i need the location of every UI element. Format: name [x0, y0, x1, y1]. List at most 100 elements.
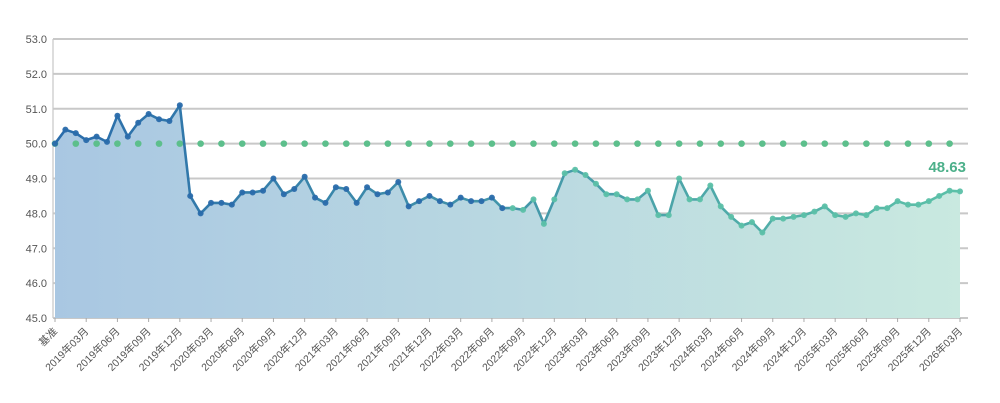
data-point [925, 198, 932, 205]
y-tick-label: 52.0 [26, 69, 47, 81]
baseline-point [342, 140, 350, 147]
data-point [509, 205, 516, 212]
baseline-point [467, 140, 475, 147]
baseline-point [405, 140, 412, 147]
data-point [104, 138, 111, 145]
baseline-point [197, 140, 204, 147]
data-point [249, 189, 256, 196]
baseline-point [238, 140, 246, 147]
data-point [790, 213, 797, 220]
data-point [624, 196, 631, 203]
data-point [52, 140, 58, 147]
baseline-point [925, 140, 933, 147]
data-point [551, 196, 558, 203]
data-point [416, 198, 423, 205]
data-point [72, 130, 79, 137]
data-point [93, 133, 100, 140]
baseline-point [176, 140, 184, 147]
data-point [270, 175, 277, 182]
data-point [769, 215, 776, 222]
data-point [156, 116, 163, 123]
data-point [811, 208, 818, 215]
data-point [852, 210, 859, 217]
data-point [655, 212, 662, 219]
data-point [322, 199, 329, 206]
baseline-point [114, 140, 121, 147]
data-point [821, 203, 828, 210]
baseline-point [363, 140, 371, 147]
data-point [114, 112, 121, 119]
data-point [145, 110, 152, 117]
data-point [738, 222, 745, 229]
data-point [561, 170, 568, 177]
baseline-point [384, 140, 392, 147]
baseline-point [883, 140, 891, 147]
baseline-point [509, 140, 517, 147]
baseline-point [738, 140, 745, 147]
data-point [426, 192, 433, 199]
data-point [291, 185, 298, 192]
baseline-point [218, 140, 225, 147]
x-tick-label: 基准 [36, 325, 60, 349]
baseline-point [946, 140, 953, 147]
data-point [696, 196, 703, 203]
baseline-point [675, 140, 683, 147]
baseline-point [72, 140, 80, 147]
data-point [717, 203, 724, 210]
baseline-point [530, 140, 537, 147]
baseline-point [821, 140, 829, 147]
data-point [374, 191, 381, 198]
baseline-point [155, 140, 163, 147]
data-point [946, 187, 953, 194]
baseline-point [759, 140, 766, 147]
data-point [540, 220, 547, 227]
data-point [166, 117, 173, 124]
baseline-point [488, 140, 496, 147]
y-tick-label: 51.0 [26, 104, 47, 116]
data-point [572, 166, 579, 173]
baseline-point [613, 140, 621, 147]
data-point [592, 180, 599, 187]
data-point [457, 194, 464, 201]
series-line [53, 104, 961, 234]
baseline-point [842, 140, 849, 147]
data-point [800, 212, 807, 219]
data-point [613, 191, 620, 198]
data-point [353, 199, 360, 206]
data-point [863, 212, 870, 219]
baseline-point [426, 140, 433, 147]
data-point [364, 184, 371, 191]
data-point [488, 194, 495, 201]
data-point [405, 203, 412, 210]
data-point [436, 198, 443, 205]
data-point [915, 201, 922, 208]
baseline-point [301, 140, 308, 147]
data-point [447, 201, 454, 208]
data-point [728, 213, 735, 220]
data-point [218, 199, 225, 206]
data-point [124, 133, 131, 140]
area-fill [55, 105, 960, 318]
data-point [707, 182, 714, 189]
baseline-point [904, 140, 912, 147]
data-point [748, 219, 755, 226]
data-point [520, 206, 527, 213]
data-point [759, 229, 766, 236]
y-tick-label: 45.0 [26, 313, 47, 325]
baseline-point [696, 140, 704, 147]
data-point [332, 184, 339, 191]
baseline-point [863, 140, 870, 147]
data-point [301, 173, 308, 180]
y-tick-label: 48.0 [26, 208, 47, 220]
data-point [936, 192, 943, 199]
data-point [686, 196, 693, 203]
data-point [478, 198, 485, 205]
baseline-point [571, 140, 579, 147]
data-point [239, 189, 246, 196]
data-point [957, 188, 963, 195]
data-point [312, 194, 319, 201]
data-point [499, 205, 506, 212]
y-tick-label: 47.0 [26, 243, 47, 255]
baseline-point [93, 140, 100, 147]
data-point [83, 137, 90, 144]
